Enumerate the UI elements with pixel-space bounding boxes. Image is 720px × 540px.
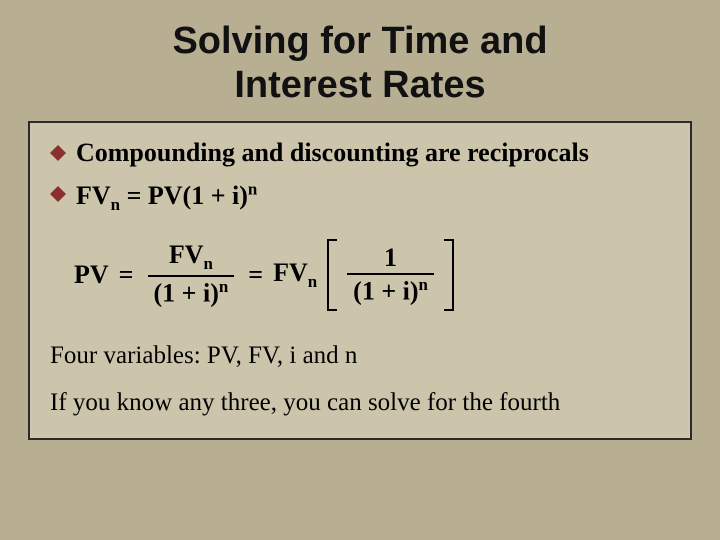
bullet-text: FVn = PV(1 + i)n xyxy=(76,178,257,215)
left-bracket-icon xyxy=(327,239,337,311)
bullet-item: Compounding and discounting are reciproc… xyxy=(50,137,670,170)
formula-rhs-coeff: FVn xyxy=(273,258,317,292)
title-line-1: Solving for Time and xyxy=(172,20,547,62)
bracketed-fraction: 1 (1 + i)n xyxy=(327,239,454,311)
formula-lhs: PV xyxy=(74,260,109,290)
content-box: Compounding and discounting are reciproc… xyxy=(28,121,692,440)
slide: Solving for Time and Interest Rates Comp… xyxy=(0,0,720,540)
title-line-2: Interest Rates xyxy=(234,64,485,106)
fraction-1: FVn (1 + i)n xyxy=(148,240,235,309)
diamond-bullet-icon xyxy=(50,186,66,202)
fraction-2: 1 (1 + i)n xyxy=(347,243,434,307)
formula-pv: PV = FVn (1 + i)n = FVn 1 (1 + i)n xyxy=(74,239,670,311)
equals-sign: = xyxy=(119,260,134,290)
footer-line-2: If you know any three, you can solve for… xyxy=(50,386,670,420)
bullet-item: FVn = PV(1 + i)n xyxy=(50,178,670,215)
footer-line-1: Four variables: PV, FV, i and n xyxy=(50,339,670,373)
slide-title: Solving for Time and Interest Rates xyxy=(28,20,692,107)
bullet-text: Compounding and discounting are reciproc… xyxy=(76,137,589,170)
diamond-bullet-icon xyxy=(50,145,66,161)
right-bracket-icon xyxy=(444,239,454,311)
equals-sign: = xyxy=(248,260,263,290)
